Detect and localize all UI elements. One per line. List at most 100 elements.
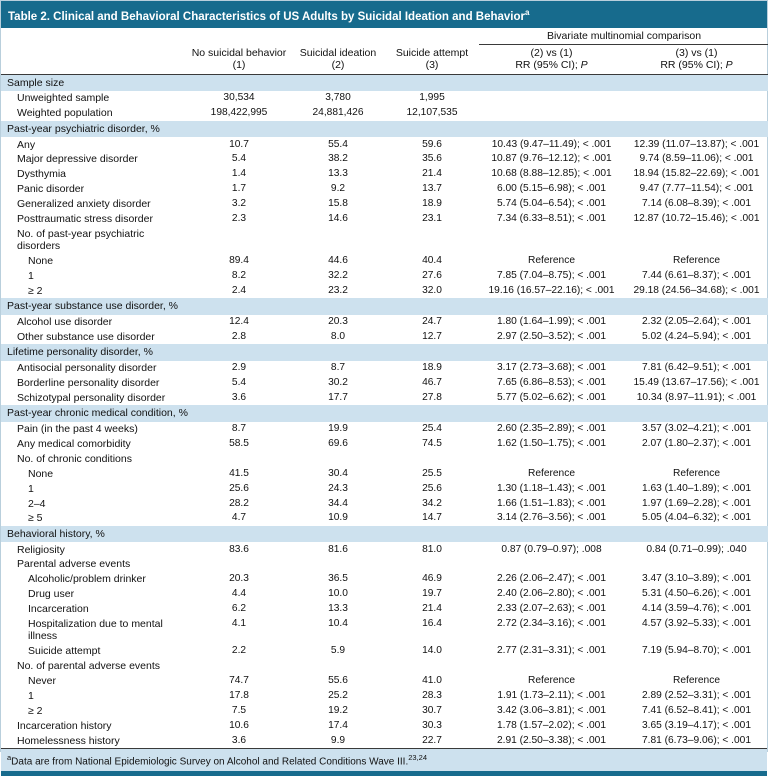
cell-value: 1.66 (1.51–1.83); < .001 (496, 497, 607, 509)
cell-value: 4.57 (3.92–5.33); < .001 (641, 618, 752, 630)
row-label: ≥ 2 (28, 704, 43, 717)
cell-value: 59.6 (422, 138, 442, 150)
cell-value: 81.6 (328, 543, 348, 555)
cell-value (385, 227, 479, 254)
table-row: 1 17.8 25.2 28.3 1.91 (1.73–2.11); < .001 2.8… (1, 689, 768, 704)
cell-value: 27.8 (422, 391, 442, 403)
row-label: Any medical comorbidity (17, 437, 131, 450)
cell-value: 46.9 (422, 573, 442, 585)
cell-value: 2.9 (231, 362, 247, 374)
cell-value (385, 557, 479, 572)
section-label: Past-year chronic medical condition, % (1, 405, 768, 422)
cell-value: 7.5 (231, 704, 247, 716)
cell-value: 1.62 (1.50–1.75); < .001 (496, 437, 607, 449)
cell-value: 36.5 (328, 573, 348, 585)
cell-value: 74.5 (422, 437, 442, 449)
cell-value (624, 106, 768, 121)
cell-value: 9.9 (330, 734, 346, 746)
row-label: 1 (28, 482, 34, 495)
cell-value: 15.49 (13.67–17.56); < .001 (633, 376, 760, 388)
row-label: ≥ 2 (28, 284, 43, 297)
col2-number: (2) (331, 58, 345, 71)
cell-value: 23.2 (328, 284, 348, 296)
cell-value: 3.14 (2.76–3.56); < .001 (496, 512, 607, 524)
table-row: Alcohol use disorder 12.4 20.3 24.7 1.80 (1.… (1, 315, 768, 330)
cell-value: 4.1 (231, 618, 247, 630)
cell-value: 69.6 (328, 437, 348, 449)
cell-value: 18.94 (15.82–22.69); < .001 (633, 168, 760, 180)
data-table: Bivariate multinomial comparison No suic… (1, 27, 768, 748)
footnote-reference-superscript: 23,24 (408, 753, 428, 763)
cell-value: 38.2 (328, 153, 348, 165)
cell-value: 13.3 (328, 168, 348, 180)
cell-value: 29.18 (24.56–34.68); < .001 (633, 284, 760, 296)
table-row: Drug user 4.4 10.0 19.7 2.40 (2.06–2.80); < … (1, 587, 768, 602)
cell-value: 5.4 (231, 376, 247, 388)
cell-value: Reference (672, 675, 720, 686)
cell-value: 10.34 (8.97–11.91); < .001 (636, 391, 757, 403)
cell-value: 3.6 (231, 391, 247, 403)
cell-value: 8.0 (330, 330, 346, 342)
row-label: Never (28, 675, 57, 687)
cell-value: 9.47 (7.77–11.54); < .001 (639, 183, 754, 195)
row-label: Drug user (28, 588, 75, 601)
row-label: Panic disorder (17, 183, 85, 196)
cell-value: 2.3 (231, 212, 247, 224)
cell-value (479, 452, 624, 467)
cell-value: 58.5 (229, 437, 249, 449)
cell-value: 2.77 (2.31–3.31); < .001 (496, 645, 607, 657)
cell-value (187, 557, 291, 572)
table-row: Religiosity 83.6 81.6 81.0 0.87 (0.79–0.97);… (1, 542, 768, 557)
section-label: Behavioral history, % (1, 525, 768, 543)
cell-value: 5.4 (231, 153, 247, 165)
cell-value: 12.7 (422, 330, 442, 342)
cell-value: 5.74 (5.04–6.54); < .001 (496, 198, 607, 210)
cell-value: 30.4 (328, 467, 348, 479)
cell-value: 46.7 (422, 376, 442, 388)
cell-value: 41.0 (422, 675, 442, 686)
cell-value: 23.1 (422, 212, 442, 224)
cell-value: 3.17 (2.73–3.68); < .001 (496, 362, 607, 374)
bivariate-comparison-label: Bivariate multinomial comparison (546, 29, 702, 42)
table-title-text: Table 2. Clinical and Behavioral Charact… (8, 10, 525, 23)
cell-value: 4.7 (231, 512, 247, 524)
row-label: Parental adverse events (17, 558, 131, 571)
cell-value: 24.7 (422, 316, 442, 327)
table-row: Other substance use disorder 2.8 8.0 12.7 2.… (1, 330, 768, 345)
row-label: No. of parental adverse events (17, 660, 161, 673)
cell-value: 8.7 (330, 362, 346, 374)
cell-value: 6.2 (231, 603, 247, 615)
cell-value (624, 91, 768, 106)
cell-value: 7.65 (6.86–8.53); < .001 (496, 376, 607, 388)
cell-value: 0.84 (0.71–0.99); .040 (646, 543, 747, 555)
row-label: Generalized anxiety disorder (17, 198, 151, 211)
cell-value: 10.87 (9.76–12.12); < .001 (491, 153, 612, 165)
cell-value: 2.07 (1.80–2.37); < .001 (641, 437, 752, 449)
row-label: Incarceration (28, 603, 89, 616)
cell-value: 2.8 (231, 330, 247, 342)
cell-value: 28.2 (229, 497, 249, 509)
cell-value (479, 227, 624, 254)
bottom-rule (1, 771, 767, 776)
cell-value: 7.14 (6.08–8.39); < .001 (641, 198, 752, 210)
table-row: Incarceration 6.2 13.3 21.4 2.33 (2.07–2.63)… (1, 602, 768, 617)
cell-value (187, 227, 291, 254)
cell-value: 2.32 (2.05–2.64); < .001 (641, 316, 752, 327)
cell-value: 2.89 (2.52–3.31); < .001 (641, 689, 752, 701)
section-label: Sample size (1, 74, 768, 92)
cell-value: 15.8 (328, 198, 348, 210)
cell-value: Reference (672, 255, 720, 267)
col-header-2-vs-1: (2) vs (1) RR (95% CI); P (479, 44, 624, 75)
row-label: Posttraumatic stress disorder (17, 212, 153, 225)
table-row: Incarceration history 10.6 17.4 30.3 1.78 (1… (1, 718, 768, 733)
row-label: No. of chronic conditions (17, 452, 132, 465)
row-label: Weighted population (17, 107, 113, 120)
table-row: Any 10.7 55.4 59.6 10.43 (9.47–11.49); < .00… (1, 137, 768, 152)
cell-value: 25.6 (422, 482, 442, 494)
cell-value (479, 659, 624, 674)
cell-value: 198,422,995 (210, 107, 268, 119)
cell-value: 1.4 (231, 168, 247, 180)
cell-value: 1,995 (419, 92, 445, 104)
section-row: Lifetime personality disorder, % (1, 344, 768, 361)
